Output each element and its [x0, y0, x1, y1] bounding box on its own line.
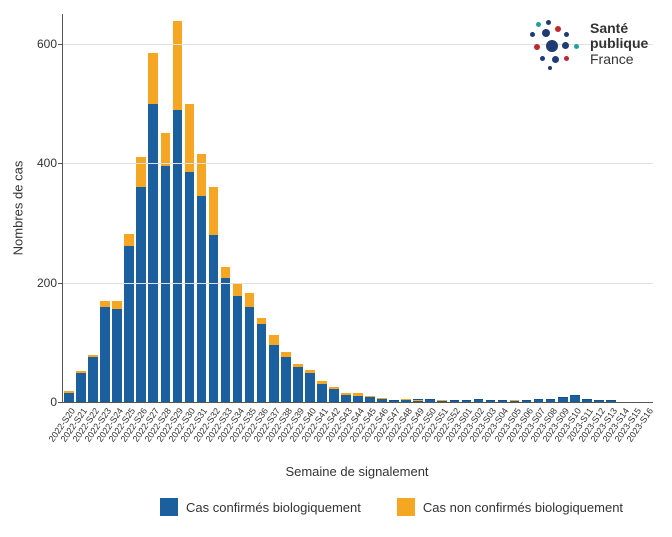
bar-segment-confirmed — [185, 171, 195, 402]
bar-segment-confirmed — [136, 186, 146, 402]
plot-area: 02004006002022-S202022-S212022-S222022-S… — [62, 14, 653, 403]
grid-line — [63, 283, 653, 284]
bar-segment-unconfirmed — [88, 355, 98, 357]
bar-segment-unconfirmed — [257, 318, 267, 324]
bar-segment-unconfirmed — [281, 352, 291, 357]
bar-segment-confirmed — [161, 165, 171, 402]
x-axis-title: Semaine de signalement — [285, 464, 428, 479]
legend-label: Cas non confirmés biologiquement — [423, 500, 623, 515]
sante-publique-france-logo: Santé publique France — [530, 20, 648, 68]
logo-text: Santé publique France — [590, 21, 648, 67]
bar-segment-unconfirmed — [148, 53, 158, 104]
bar-segment-unconfirmed — [233, 283, 243, 296]
legend-item: Cas confirmés biologiquement — [160, 498, 361, 516]
bar-segment-unconfirmed — [305, 370, 315, 374]
bar-segment-unconfirmed — [76, 371, 86, 373]
bar-segment-unconfirmed — [161, 133, 171, 166]
grid-line — [63, 163, 653, 164]
legend: Cas confirmés biologiquement Cas non conf… — [160, 498, 623, 516]
logo-line2: publique — [590, 35, 648, 51]
legend-swatch — [397, 498, 415, 516]
bar-segment-confirmed — [173, 109, 183, 402]
y-axis-title: Nombres de cas — [11, 161, 26, 256]
bar-segment-unconfirmed — [185, 104, 195, 173]
bar-segment-unconfirmed — [112, 301, 122, 310]
legend-swatch — [160, 498, 178, 516]
bar-segment-unconfirmed — [269, 335, 279, 346]
y-tick-label: 0 — [50, 395, 63, 409]
bar-segment-unconfirmed — [100, 301, 110, 307]
y-tick-label: 200 — [37, 276, 63, 290]
bar-segment-unconfirmed — [221, 267, 231, 278]
bar-segment-unconfirmed — [293, 364, 303, 368]
logo-dots-icon — [530, 20, 582, 68]
legend-item: Cas non confirmés biologiquement — [397, 498, 623, 516]
logo-line1: Santé — [590, 20, 628, 36]
legend-label: Cas confirmés biologiquement — [186, 500, 361, 515]
bar-segment-unconfirmed — [173, 21, 183, 109]
bar-segment-unconfirmed — [136, 157, 146, 187]
bar-segment-unconfirmed — [209, 187, 219, 235]
logo-line3: France — [590, 52, 648, 67]
bar-segment-unconfirmed — [124, 234, 134, 246]
bar-segment-unconfirmed — [64, 391, 74, 393]
bar-segment-unconfirmed — [197, 154, 207, 196]
y-tick-label: 400 — [37, 156, 63, 170]
bar-segment-confirmed — [197, 195, 207, 402]
y-tick-label: 600 — [37, 37, 63, 51]
bar-segment-unconfirmed — [245, 293, 255, 306]
bar-segment-confirmed — [148, 103, 158, 402]
chart-root: 02004006002022-S202022-S212022-S222022-S… — [0, 0, 672, 537]
bars-container — [63, 14, 653, 402]
